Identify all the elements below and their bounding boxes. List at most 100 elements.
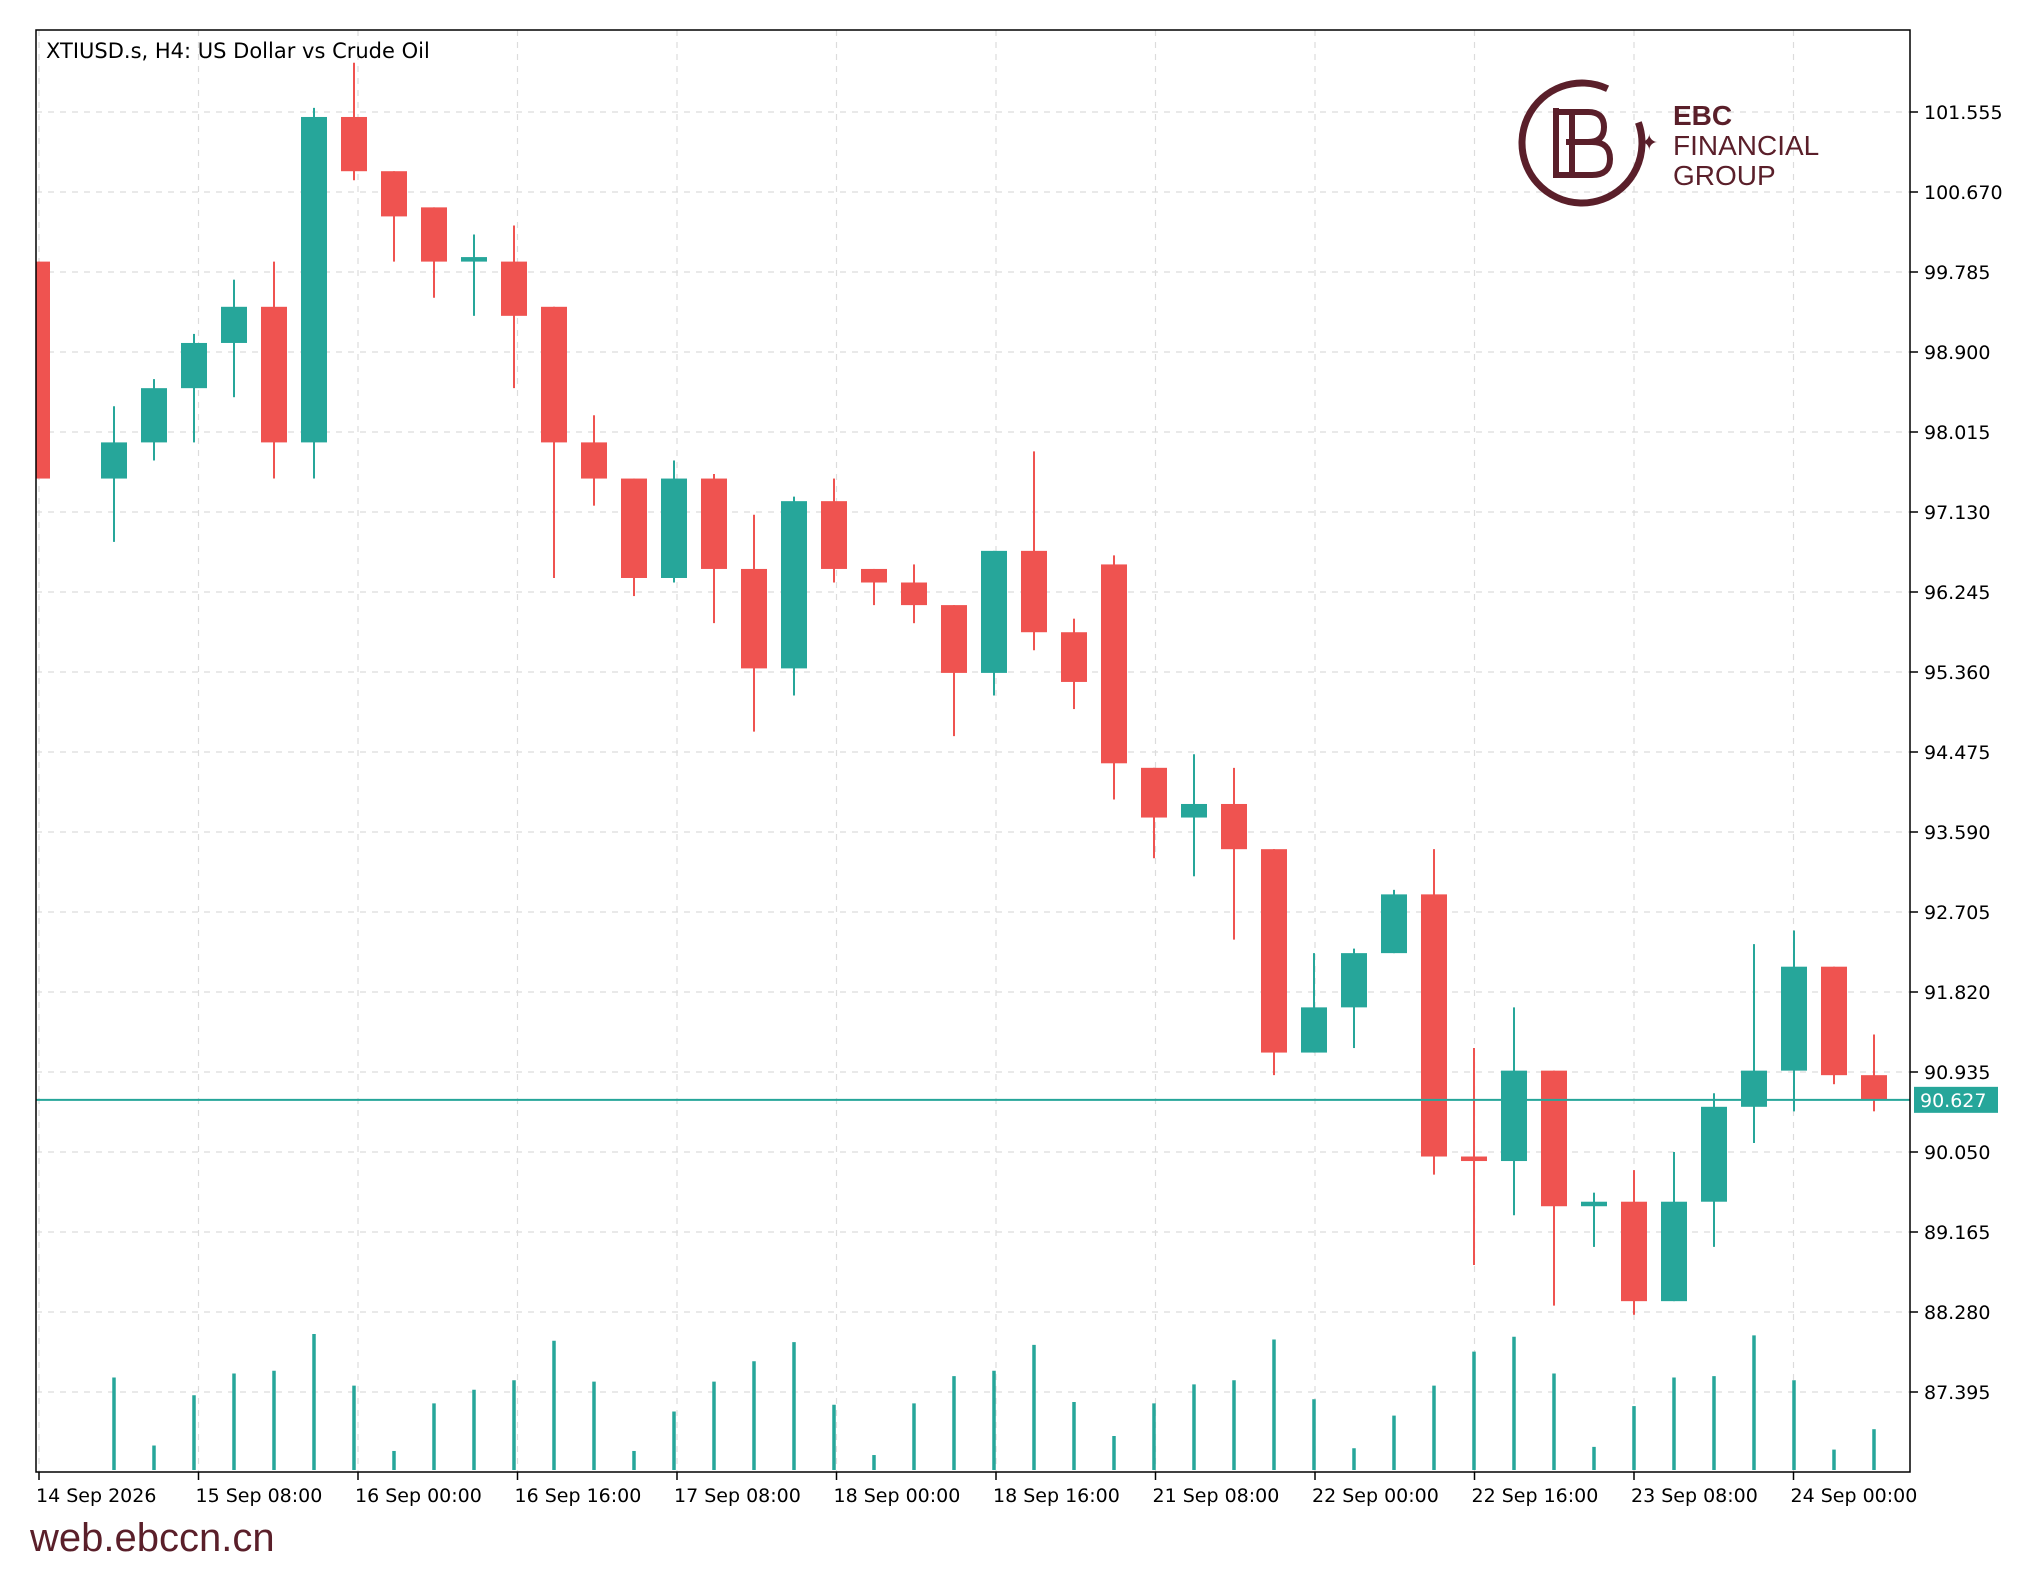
bear-candle [1461, 1048, 1487, 1265]
bear-candle [36, 261, 50, 479]
candle-body [581, 442, 607, 479]
candle-body [1581, 1201, 1607, 1207]
x-tick-label: 18 Sep 16:00 [993, 1485, 1120, 1507]
bear-candle [1101, 555, 1127, 800]
candle-body [1781, 966, 1807, 1071]
plot-frame [35, 29, 1911, 1473]
bear-candle [421, 207, 447, 298]
candle-body [221, 306, 247, 343]
candles [36, 62, 1887, 1315]
current-price-label: 90.627 [1920, 1090, 1986, 1112]
bear-candle [1021, 451, 1047, 651]
bear-candle [1141, 767, 1167, 859]
bear-candle [1261, 849, 1287, 1076]
x-tick-label: 14 Sep 2026 [36, 1485, 156, 1507]
candle-body [1461, 1156, 1487, 1162]
candle-body [941, 605, 967, 673]
candle-body [1661, 1201, 1687, 1302]
candle-body [781, 501, 807, 669]
time-axis: 14 Sep 2026 15 Sep 08:00 16 Sep 00:00 16 Se… [36, 1472, 1917, 1507]
bear-candle [701, 474, 727, 624]
x-tick-label: 23 Sep 08:00 [1631, 1485, 1758, 1507]
candle-body [861, 568, 887, 583]
candle-body [36, 261, 50, 479]
y-tick-label: 93.590 [1924, 822, 1990, 844]
brand-line-3: GROUP [1673, 160, 1776, 191]
y-tick-label: 89.165 [1924, 1222, 1990, 1244]
bear-candle [541, 306, 567, 578]
bear-candle [821, 478, 847, 583]
bull-candle [301, 107, 327, 479]
bear-candle [901, 564, 927, 624]
candle-body [1341, 953, 1367, 1008]
ebc-logo: ✦ EBC FINANCIAL GROUP [1518, 79, 1819, 207]
bear-candle [1821, 966, 1847, 1085]
x-tick-label: 22 Sep 00:00 [1312, 1485, 1439, 1507]
x-tick-label: 17 Sep 08:00 [674, 1485, 801, 1507]
y-tick-label: 87.395 [1924, 1382, 1990, 1404]
x-tick-label: 15 Sep 08:00 [196, 1485, 323, 1507]
candle-body [621, 478, 647, 578]
y-tick-label: 88.280 [1924, 1302, 1990, 1324]
y-tick-label: 100.670 [1924, 182, 2003, 204]
candle-body [421, 207, 447, 262]
current-price-badge [1914, 1086, 1998, 1113]
candle-body [381, 171, 407, 217]
candle-body [701, 478, 727, 569]
candle-body [1141, 767, 1167, 818]
x-tick-label: 18 Sep 00:00 [834, 1485, 961, 1507]
bear-candle [1061, 618, 1087, 710]
bear-candle [1541, 1070, 1567, 1306]
bear-candle [621, 478, 647, 597]
candle-body [501, 261, 527, 316]
candle-body [661, 478, 687, 578]
bear-candle [1861, 1034, 1887, 1112]
x-tick-label: 21 Sep 08:00 [1153, 1485, 1280, 1507]
candle-body [1021, 550, 1047, 633]
candle-body [141, 388, 167, 443]
candle-body [541, 306, 567, 443]
candle-body [1821, 966, 1847, 1076]
bull-candle [1381, 889, 1407, 954]
candle-body [1621, 1201, 1647, 1302]
candle-body [261, 306, 287, 443]
bear-candle [581, 415, 607, 506]
bear-candle [941, 605, 967, 737]
price-axis: 101.555 100.670 99.785 98.900 98.015 97.130 96… [1910, 102, 2003, 1404]
candle-body [741, 568, 767, 669]
logo-ring-icon [1518, 79, 1646, 207]
candle-body [101, 442, 127, 479]
x-tick-label: 16 Sep 16:00 [515, 1485, 642, 1507]
x-tick-label: 22 Sep 16:00 [1472, 1485, 1599, 1507]
bear-candle [1221, 767, 1247, 940]
grid-lines [36, 30, 1910, 1472]
current-price-line: 90.627 [36, 1086, 1998, 1113]
candle-body [341, 116, 367, 172]
candle-body [1501, 1070, 1527, 1162]
bull-candle [1661, 1152, 1687, 1302]
bull-candle [1181, 754, 1207, 877]
y-tick-label: 99.785 [1924, 262, 1990, 284]
bull-candle [1581, 1192, 1607, 1247]
x-tick-label: 24 Sep 00:00 [1791, 1485, 1918, 1507]
bull-candle [1781, 930, 1807, 1112]
candle-body [1261, 849, 1287, 1053]
bull-candle [1341, 948, 1367, 1049]
bull-candle [101, 406, 127, 542]
candle-body [1101, 564, 1127, 764]
chart-title: XTIUSD.s, H4: US Dollar vs Crude Oil [46, 39, 430, 63]
y-tick-label: 91.820 [1924, 982, 1990, 1004]
bear-candle [501, 225, 527, 389]
y-tick-label: 101.555 [1924, 102, 2003, 124]
candle-body [1221, 803, 1247, 850]
brand-line-2: FINANCIAL [1673, 130, 1819, 161]
bull-candle [181, 333, 207, 443]
bear-candle [1421, 849, 1447, 1175]
candle-body [901, 582, 927, 606]
bull-candle [461, 234, 487, 316]
y-tick-label: 98.015 [1924, 422, 1990, 444]
candle-body [461, 257, 487, 262]
candle-body [301, 116, 327, 443]
candle-body [1301, 1007, 1327, 1053]
bull-candle [1701, 1093, 1727, 1247]
